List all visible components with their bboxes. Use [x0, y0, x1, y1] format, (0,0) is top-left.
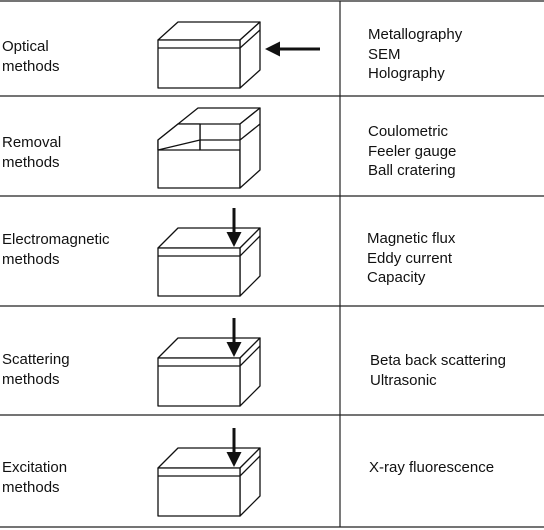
- layered-block-side-arrow-icon: [157, 21, 320, 89]
- techniques-excitation: X-ray fluorescence: [369, 458, 544, 478]
- technique-item: Beta back scattering: [370, 352, 506, 369]
- technique-item: Ball cratering: [368, 162, 456, 179]
- block-with-removed-step-icon: [157, 107, 261, 189]
- technique-item: Feeler gauge: [368, 142, 457, 160]
- method-label-excitation: Excitation methods: [2, 459, 68, 496]
- layered-block-down-arrow-icon: [157, 428, 261, 517]
- techniques-removal: Coulometric Feeler gauge Ball cratering: [368, 122, 544, 181]
- layered-block-down-arrow-icon: [157, 318, 261, 407]
- layered-block-down-arrow-icon: [157, 208, 261, 297]
- technique-item: Eddy current: [367, 249, 453, 267]
- method-label-electromagnetic: Electromagnetic methods: [2, 231, 110, 268]
- techniques-optical: Metallography SEM Holography: [368, 25, 544, 84]
- technique-item: Metallography: [368, 26, 463, 43]
- technique-item: X-ray fluorescence: [369, 459, 495, 476]
- technique-item: SEM: [368, 45, 401, 63]
- method-label-removal: Removal methods: [2, 134, 62, 171]
- technique-item: Holography: [368, 65, 445, 82]
- technique-item: Magnetic flux: [367, 230, 456, 247]
- technique-item: Coulometric: [368, 123, 449, 140]
- method-label-optical: Optical methods: [2, 38, 60, 75]
- technique-item: Ultrasonic: [370, 371, 437, 389]
- technique-item: Capacity: [367, 269, 426, 286]
- techniques-electromagnetic: Magnetic flux Eddy current Capacity: [367, 229, 544, 288]
- method-label-scattering: Scattering methods: [2, 351, 70, 388]
- techniques-scattering: Beta back scattering Ultrasonic: [370, 351, 544, 390]
